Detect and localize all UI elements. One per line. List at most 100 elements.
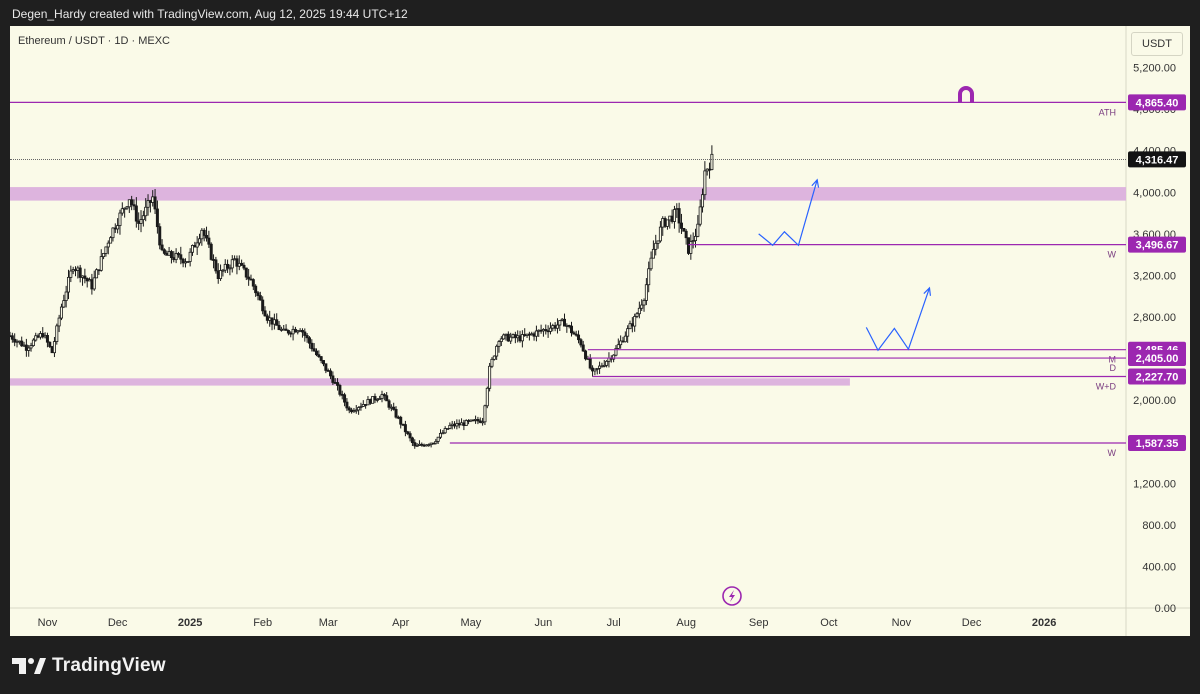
candle-body xyxy=(586,358,590,360)
level-price-badge xyxy=(1128,368,1186,385)
candle-body xyxy=(43,335,47,338)
candle-body xyxy=(29,345,33,349)
projection-arrowhead xyxy=(811,178,820,188)
time-tick-label: Mar xyxy=(319,617,338,629)
candle-body xyxy=(263,310,267,317)
bottom-bar xyxy=(0,636,1200,694)
time-tick-label: Dec xyxy=(962,617,982,629)
candle-body xyxy=(450,423,454,426)
candle-body xyxy=(17,340,21,343)
candle-body xyxy=(270,317,274,325)
symbol-title: Ethereum / USDT · 1D · MEXC xyxy=(18,35,170,47)
candle-body xyxy=(174,253,178,261)
level-price-label: 1,587.35 xyxy=(1136,438,1179,450)
candle-body xyxy=(291,328,295,335)
candle-body xyxy=(464,420,468,426)
candle-body xyxy=(52,341,56,354)
candle-body xyxy=(665,219,669,227)
candle-body xyxy=(81,275,85,278)
candle-body xyxy=(614,348,618,356)
candle-body xyxy=(354,409,358,412)
price-tick-label: 400.00 xyxy=(1142,561,1176,573)
candle-body xyxy=(111,227,115,239)
candle-body xyxy=(64,291,68,301)
candle-body xyxy=(167,251,171,256)
candle-body xyxy=(275,319,279,326)
candle-body xyxy=(562,318,566,327)
time-tick-label: Sep xyxy=(749,617,769,629)
candle-body xyxy=(310,342,314,350)
candle-body xyxy=(672,209,676,222)
candle-body xyxy=(633,316,637,327)
candle-body xyxy=(62,300,66,308)
candles-group xyxy=(10,145,714,449)
price-tick-label: 1,200.00 xyxy=(1133,478,1176,490)
candle-body xyxy=(637,307,641,315)
candle-body xyxy=(574,333,578,336)
candle-body xyxy=(317,354,321,358)
candle-body xyxy=(476,419,480,422)
candle-body xyxy=(92,277,96,290)
level-tag: D xyxy=(1110,363,1117,373)
support-resistance-zone xyxy=(10,187,1126,201)
candle-body xyxy=(137,220,141,224)
candle-body xyxy=(504,333,508,336)
candle-body xyxy=(481,421,485,424)
candle-body xyxy=(59,306,63,319)
candle-body xyxy=(644,284,648,301)
lightning-icon-bolt xyxy=(729,590,735,602)
candle-body xyxy=(237,262,241,267)
magnet-icon-shape xyxy=(958,86,974,102)
candlestick-chart[interactable]: ATH W MD W+D W 0.00 400.00 800.00 1,200.00 2,000.… xyxy=(10,26,1190,636)
chart-panel[interactable]: ATH W M D W+D W 0.00 400.00 800.00 1,200.00 2,000.… xyxy=(10,26,1190,636)
candle-body xyxy=(148,200,152,203)
candle-body xyxy=(216,270,220,280)
time-tick-label: 2025 xyxy=(178,617,202,629)
candle-body xyxy=(495,345,499,357)
candle-body xyxy=(705,168,709,172)
candle-body xyxy=(296,330,300,333)
candle-body xyxy=(448,425,452,429)
candle-body xyxy=(125,206,129,209)
candle-body xyxy=(635,313,639,317)
candle-body xyxy=(326,370,330,372)
candle-body xyxy=(658,226,662,242)
candle-body xyxy=(539,329,543,332)
candle-body xyxy=(520,334,524,342)
candle-body xyxy=(670,215,674,222)
candle-body xyxy=(190,245,194,253)
time-tick-label: Jun xyxy=(535,617,553,629)
candle-body xyxy=(254,285,258,294)
candle-body xyxy=(691,240,695,243)
level-tag: W xyxy=(1108,448,1117,458)
candle-body xyxy=(329,370,333,377)
tradingview-logo[interactable]: TradingView xyxy=(12,655,166,677)
candle-body xyxy=(647,268,651,286)
candle-body xyxy=(553,325,557,329)
candle-body xyxy=(34,335,38,341)
price-tick-label: 4,000.00 xyxy=(1133,187,1176,199)
candle-body xyxy=(679,222,683,229)
candle-body xyxy=(371,396,375,404)
candle-body xyxy=(284,328,288,331)
candle-body xyxy=(605,360,609,366)
price-tick-label: 0.00 xyxy=(1155,603,1176,615)
candle-body xyxy=(235,258,239,267)
candle-body xyxy=(626,328,630,337)
candle-body xyxy=(532,333,536,337)
candle-body xyxy=(338,384,342,395)
candle-body xyxy=(413,442,417,447)
candle-body xyxy=(696,223,700,237)
currency-button[interactable]: USDT xyxy=(1131,32,1183,56)
candle-body xyxy=(387,400,391,408)
level-price-badge xyxy=(1128,236,1186,253)
candle-body xyxy=(591,367,595,372)
candle-body xyxy=(66,276,70,293)
candle-body xyxy=(57,317,61,327)
candle-body xyxy=(249,278,253,281)
magnet-icon xyxy=(958,86,974,102)
candle-body xyxy=(600,365,604,368)
candle-body xyxy=(247,276,251,280)
candle-body xyxy=(55,325,59,342)
candle-body xyxy=(598,365,602,369)
